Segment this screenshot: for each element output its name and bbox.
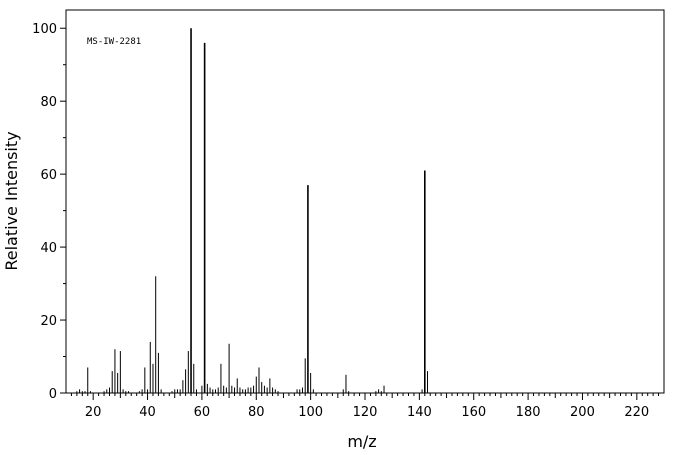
spectrum-peaks <box>76 28 429 393</box>
y-tick-label: 40 <box>40 241 57 256</box>
spectrum-code: MS-IW-2281 <box>87 37 141 47</box>
x-tick-label: 140 <box>407 405 432 420</box>
y-axis-label: Relative Intensity <box>2 131 21 270</box>
x-tick-label: 80 <box>248 405 265 420</box>
y-tick-label: 60 <box>40 168 57 183</box>
y-tick-label: 20 <box>40 314 57 329</box>
x-tick-label: 220 <box>624 405 649 420</box>
x-axis-label: m/z <box>347 432 376 451</box>
x-tick-label: 20 <box>85 405 102 420</box>
x-tick-label: 100 <box>298 405 323 420</box>
axis-ticks <box>60 27 660 400</box>
y-tick-label: 0 <box>49 387 57 402</box>
y-tick-labels: 0 20 40 60 80 100 <box>32 22 57 402</box>
x-tick-label: 60 <box>194 405 211 420</box>
y-tick-label: 80 <box>40 95 57 110</box>
y-tick-label: 100 <box>32 22 57 37</box>
x-tick-label: 160 <box>461 405 486 420</box>
x-tick-label: 120 <box>353 405 378 420</box>
x-tick-label: 180 <box>516 405 541 420</box>
x-tick-label: 40 <box>139 405 156 420</box>
x-tick-labels: 20 40 60 80 100 120 140 160 180 200 220 <box>85 405 649 420</box>
x-tick-label: 200 <box>570 405 595 420</box>
